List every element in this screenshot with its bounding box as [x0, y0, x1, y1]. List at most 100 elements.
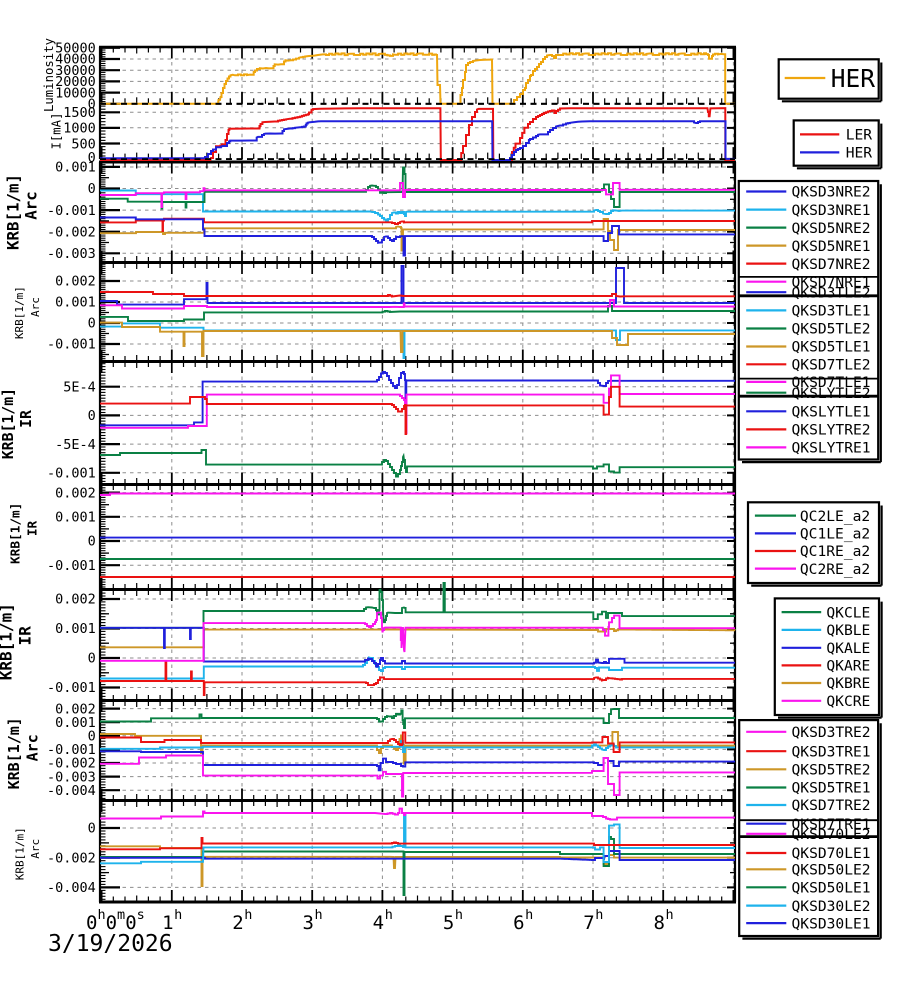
svg-text:2: 2 — [232, 912, 243, 934]
svg-text:QKSD7NRE1: QKSD7NRE1 — [792, 274, 871, 291]
svg-text:-0.003: -0.003 — [47, 769, 96, 785]
svg-text:KRB[1/m]: KRB[1/m] — [13, 827, 26, 880]
svg-text:-5E-4: -5E-4 — [55, 437, 96, 453]
svg-text:QKSD5TLE2: QKSD5TLE2 — [792, 321, 871, 338]
svg-text:0.001: 0.001 — [55, 621, 96, 637]
svg-text:0: 0 — [88, 534, 96, 550]
svg-text:0.002: 0.002 — [55, 592, 96, 608]
svg-text:1500: 1500 — [63, 105, 96, 121]
svg-text:0h0m0s: 0h0m0s — [86, 907, 145, 934]
svg-text:QKSD3TLE1: QKSD3TLE1 — [792, 303, 871, 320]
svg-text:Luminosity: Luminosity — [42, 38, 56, 112]
svg-text:QKSD30LE1: QKSD30LE1 — [792, 915, 871, 932]
svg-text:QKSD50LE1: QKSD50LE1 — [792, 880, 871, 897]
svg-text:-0.001: -0.001 — [47, 742, 96, 758]
svg-text:0: 0 — [88, 150, 96, 166]
svg-text:-0.004: -0.004 — [47, 783, 96, 799]
svg-text:0: 0 — [88, 821, 96, 837]
svg-text:QKSD3NRE1: QKSD3NRE1 — [792, 202, 871, 219]
svg-text:QKSD7NRE2: QKSD7NRE2 — [792, 256, 871, 273]
svg-text:QKSD7TRE2: QKSD7TRE2 — [792, 797, 871, 814]
svg-text:h: h — [666, 907, 674, 923]
svg-text:Arc: Arc — [29, 839, 42, 859]
svg-text:0: 0 — [88, 408, 96, 424]
svg-text:QKSD3NRE2: QKSD3NRE2 — [792, 184, 871, 201]
svg-text:QKCLE: QKCLE — [826, 604, 870, 621]
svg-text:QKSD7TLE2: QKSD7TLE2 — [792, 357, 871, 374]
svg-text:h: h — [174, 907, 182, 923]
svg-text:0.002: 0.002 — [55, 701, 96, 717]
svg-text:h: h — [315, 907, 323, 923]
svg-text:3: 3 — [302, 912, 313, 934]
svg-text:QKSD5TRE1: QKSD5TRE1 — [792, 780, 871, 797]
svg-text:0: 0 — [88, 316, 96, 332]
svg-text:LER: LER — [846, 127, 873, 144]
svg-text:QC2RE_a2: QC2RE_a2 — [800, 561, 870, 578]
svg-text:3/19/2026: 3/19/2026 — [48, 931, 173, 957]
svg-text:40000: 40000 — [55, 52, 96, 68]
svg-text:KRB[1/m]: KRB[1/m] — [0, 388, 17, 459]
svg-text:QKARE: QKARE — [826, 658, 870, 675]
svg-text:-0.002: -0.002 — [47, 756, 96, 772]
svg-text:8: 8 — [653, 912, 664, 934]
svg-text:4: 4 — [373, 912, 384, 934]
svg-text:h: h — [244, 907, 252, 923]
svg-text:KRB[1/m]: KRB[1/m] — [8, 503, 23, 564]
svg-text:IR: IR — [18, 410, 35, 428]
svg-text:QC2LE_a2: QC2LE_a2 — [800, 508, 870, 525]
svg-text:0: 0 — [88, 181, 96, 197]
svg-text:QKCRE: QKCRE — [826, 693, 870, 710]
svg-text:QKSLYTRE2: QKSLYTRE2 — [792, 422, 871, 439]
svg-text:Arc: Arc — [24, 734, 42, 761]
svg-text:500: 500 — [71, 136, 95, 152]
svg-text:-0.001: -0.001 — [47, 680, 96, 696]
svg-text:50000: 50000 — [55, 41, 96, 57]
svg-text:-0.001: -0.001 — [47, 558, 96, 574]
svg-text:QKSD50LE2: QKSD50LE2 — [792, 862, 871, 879]
svg-text:QKSLYTLE2: QKSLYTLE2 — [792, 385, 871, 402]
svg-text:0.002: 0.002 — [55, 274, 96, 290]
svg-text:-0.001: -0.001 — [47, 203, 96, 219]
svg-text:h: h — [455, 907, 463, 923]
svg-text:30000: 30000 — [55, 63, 96, 79]
svg-text:IR: IR — [25, 521, 40, 537]
svg-text:QKSD3TRE1: QKSD3TRE1 — [792, 743, 871, 760]
svg-text:KRB[1/m]: KRB[1/m] — [3, 174, 22, 250]
svg-text:QKSD30LE2: QKSD30LE2 — [792, 898, 871, 915]
svg-text:-0.003: -0.003 — [47, 246, 96, 262]
svg-text:0.002: 0.002 — [55, 485, 96, 501]
svg-text:IR: IR — [16, 626, 35, 646]
svg-text:QC1LE_a2: QC1LE_a2 — [800, 526, 870, 543]
svg-text:QKSLYTLE1: QKSLYTLE1 — [792, 404, 871, 421]
svg-text:I[mA]: I[mA] — [49, 112, 63, 149]
svg-text:QKSD3TRE2: QKSD3TRE2 — [792, 724, 871, 741]
svg-text:QKSD3TLE2: QKSD3TLE2 — [792, 284, 871, 301]
svg-text:-0.002: -0.002 — [47, 224, 96, 240]
svg-text:QC1RE_a2: QC1RE_a2 — [800, 543, 870, 560]
svg-text:0.001: 0.001 — [55, 160, 96, 176]
svg-text:Arc: Arc — [29, 297, 42, 317]
svg-text:QKBLE: QKBLE — [826, 622, 870, 639]
svg-text:6: 6 — [513, 912, 524, 934]
svg-text:QKSD5NRE1: QKSD5NRE1 — [792, 238, 871, 255]
svg-text:-0.002: -0.002 — [47, 850, 96, 866]
svg-text:HER: HER — [846, 145, 873, 162]
svg-text:KRB[1/m]: KRB[1/m] — [13, 286, 26, 339]
svg-text:-0.001: -0.001 — [47, 466, 96, 482]
svg-text:KRB[1/m]: KRB[1/m] — [5, 717, 23, 789]
svg-text:h: h — [385, 907, 393, 923]
svg-text:QKSD5NRE2: QKSD5NRE2 — [792, 220, 871, 237]
svg-text:0.001: 0.001 — [55, 510, 96, 526]
svg-text:Arc: Arc — [21, 191, 40, 220]
svg-text:0.001: 0.001 — [55, 295, 96, 311]
svg-text:5E-4: 5E-4 — [63, 379, 96, 395]
svg-text:QKSD70LE1: QKSD70LE1 — [792, 845, 871, 862]
svg-text:0: 0 — [88, 729, 96, 745]
svg-text:0.001: 0.001 — [55, 715, 96, 731]
svg-text:KRB[1/m]: KRB[1/m] — [0, 603, 16, 680]
svg-text:QKALE: QKALE — [826, 640, 870, 657]
svg-text:20000: 20000 — [55, 74, 96, 90]
svg-text:1000: 1000 — [63, 121, 96, 137]
svg-text:h: h — [525, 907, 533, 923]
svg-text:0: 0 — [88, 651, 96, 667]
